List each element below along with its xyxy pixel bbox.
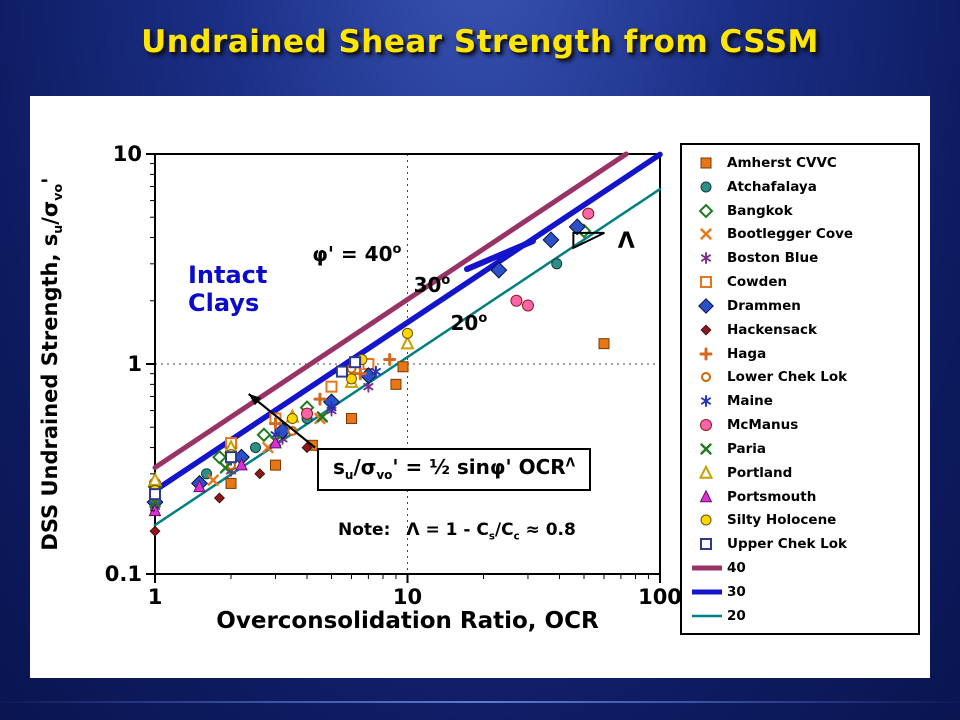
legend-item-bangkok: Bangkok bbox=[690, 200, 914, 222]
legend-item-cowden: Cowden bbox=[690, 271, 914, 293]
series-hackensack bbox=[149, 442, 313, 537]
trend-line-30 bbox=[152, 151, 663, 494]
legend-item-atchafalaya: Atchafalaya bbox=[690, 176, 914, 198]
equation-arrow bbox=[248, 393, 316, 449]
legend-item-label: Upper Chek Lok bbox=[727, 536, 848, 553]
legend-item-label: Bootlegger Cove bbox=[727, 226, 854, 243]
x-axis-label: Overconsolidation Ratio, OCR bbox=[216, 608, 599, 634]
legend-item-line-40: 40 bbox=[690, 557, 914, 579]
legend-item-line-30: 30 bbox=[690, 581, 914, 603]
legend-item-mcmanus: McManus bbox=[690, 414, 914, 436]
square-open-marker-icon bbox=[700, 276, 712, 289]
x-marker-icon bbox=[700, 443, 712, 455]
legend-item-label: Maine bbox=[727, 393, 773, 410]
diamond-marker-icon bbox=[700, 324, 712, 336]
circle-open-marker-icon bbox=[701, 372, 711, 383]
slope-triangle bbox=[572, 231, 605, 250]
equation-box: su/σvo' = ½ sinφ' OCRΛ bbox=[317, 448, 591, 491]
legend-item-label: Atchafalaya bbox=[727, 178, 817, 195]
circle-marker-icon bbox=[700, 514, 712, 526]
legend-item-label: Cowden bbox=[727, 274, 788, 291]
legend-item-label: McManus bbox=[727, 417, 799, 434]
legend-item-label: Amherst CVVC bbox=[727, 155, 837, 171]
legend-item-lower-chek-lok: Lower Chek Lok bbox=[690, 366, 914, 388]
triangle-marker-icon bbox=[699, 489, 713, 502]
phi-label-20: 20o bbox=[450, 311, 487, 335]
note-annotation: Note: Λ = 1 - Cs/Cc ≈ 0.8 bbox=[338, 520, 576, 543]
legend-item-haga: Haga bbox=[690, 343, 914, 365]
series-amherst-cvvc bbox=[225, 338, 610, 489]
plus-marker-icon bbox=[699, 347, 713, 361]
triangle-open-marker-icon bbox=[698, 464, 714, 479]
trend-line-40-icon bbox=[692, 565, 722, 571]
legend-item-line-20: 20 bbox=[690, 605, 914, 627]
legend-item-amherst-cvvc: Amherst CVVC bbox=[690, 152, 914, 174]
trend-line-40 bbox=[152, 151, 629, 471]
trend-line-30-icon bbox=[692, 589, 722, 595]
circle-marker-icon bbox=[700, 181, 712, 193]
series-upper-chek-lok bbox=[149, 356, 362, 501]
legend-item-label: Drammen bbox=[727, 297, 801, 314]
legend-item-label: Bangkok bbox=[727, 202, 793, 219]
asterisk-marker-icon bbox=[700, 395, 712, 408]
circle-marker-icon bbox=[700, 419, 712, 432]
y-tick-label: 10 bbox=[113, 142, 142, 166]
asterisk-marker-icon bbox=[700, 252, 712, 265]
legend-item-hackensack: Hackensack bbox=[690, 319, 914, 341]
y-tick-label: 1 bbox=[127, 352, 142, 376]
y-axis-label: DSS Undrained Strength, su/σvo' bbox=[38, 177, 66, 551]
legend-item-portsmouth: Portsmouth bbox=[690, 486, 914, 508]
legend-item-label: Lower Chek Lok bbox=[727, 369, 848, 386]
equation-arrowhead bbox=[248, 393, 262, 406]
x-tick-label: 1 bbox=[148, 585, 163, 609]
series-portsmouth bbox=[148, 435, 282, 517]
legend-item-label: Portland bbox=[727, 464, 793, 481]
legend-item-label: 30 bbox=[727, 583, 746, 600]
slide-title: Undrained Shear Strength from CSSM bbox=[141, 24, 819, 60]
legend-item-maine: Maine bbox=[690, 390, 914, 412]
phi-label-30: 30o bbox=[414, 273, 451, 297]
square-marker-icon bbox=[700, 157, 712, 169]
legend-item-label: Portsmouth bbox=[727, 488, 817, 505]
legend-item-label: Silty Holocene bbox=[727, 512, 837, 529]
legend: Amherst CVVC Atchafalaya Bangkok Bootlegger… bbox=[680, 143, 920, 635]
trend-line-20-icon bbox=[692, 614, 722, 617]
trend-line-30-upper-segment bbox=[463, 238, 536, 273]
legend-item-drammen: Drammen bbox=[690, 295, 914, 317]
legend-item-label: 20 bbox=[727, 607, 746, 624]
legend-item-boston-blue: Boston Blue bbox=[690, 247, 914, 269]
diamond-open-marker-icon bbox=[698, 203, 714, 219]
legend-item-label: Hackensack bbox=[727, 321, 817, 338]
x-tick-label: 10 bbox=[393, 585, 422, 609]
bottom-accent-line bbox=[0, 701, 960, 703]
chart-panel: 1 10 100 0.1 1 10 φ' = 40o 30o 20o Λ DSS Undraine… bbox=[30, 96, 930, 678]
x-marker-icon bbox=[700, 228, 712, 241]
square-open-marker-icon bbox=[700, 538, 712, 551]
legend-item-label: Haga bbox=[727, 345, 767, 362]
phi-label-40: φ' = 40o bbox=[312, 242, 401, 266]
legend-item-bootlegger-cove: Bootlegger Cove bbox=[690, 223, 914, 245]
lambda-label: Λ bbox=[618, 229, 635, 254]
legend-item-silty-holocene: Silty Holocene bbox=[690, 509, 914, 531]
x-tick-label: 100 bbox=[638, 585, 680, 609]
legend-item-label: Paria bbox=[727, 440, 767, 457]
legend-item-upper-chek-lok: Upper Chek Lok bbox=[690, 533, 914, 555]
diamond-marker-icon bbox=[698, 298, 714, 314]
intact-clays-annotation: Intact Clays bbox=[188, 261, 268, 317]
legend-item-portland: Portland bbox=[690, 462, 914, 484]
y-tick-label: 0.1 bbox=[105, 562, 142, 586]
legend-item-label: 40 bbox=[727, 560, 746, 577]
legend-item-paria: Paria bbox=[690, 438, 914, 460]
legend-item-label: Boston Blue bbox=[727, 250, 819, 267]
